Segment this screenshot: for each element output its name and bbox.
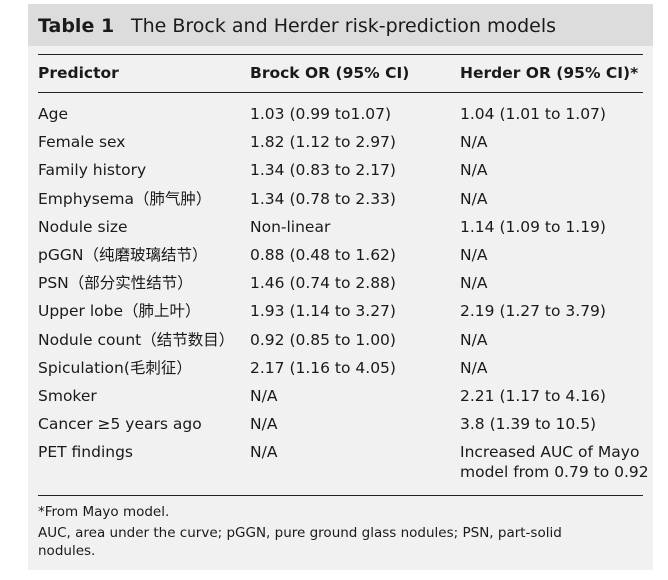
top-rule — [38, 54, 643, 55]
predictor-cell: Cancer ≥5 years ago — [38, 415, 202, 434]
brock-cell: 1.34 (0.78 to 2.33) — [250, 189, 396, 208]
brock-cell: N/A — [250, 387, 278, 405]
predictor-cell: Emphysema（肺气肿） — [38, 189, 212, 208]
brock-cell: Non-linear — [250, 217, 331, 236]
brock-cell: 0.92 (0.85 to 1.00) — [250, 330, 396, 349]
predictor-cell: Age — [38, 105, 68, 123]
herder-cell: N/A — [460, 330, 488, 349]
predictor-cell: PSN（部分实性结节） — [38, 274, 193, 293]
footnote-abbrev-cont: nodules. — [38, 543, 96, 559]
brock-cell: 1.82 (1.12 to 2.97) — [250, 133, 396, 152]
predictor-cell: Nodule size — [38, 217, 128, 236]
header-rule — [38, 92, 643, 93]
header-brock: Brock OR (95% CI) — [250, 64, 410, 82]
herder-cell: 2.21 (1.17 to 4.16) — [460, 387, 606, 405]
herder-cell: N/A — [460, 189, 488, 208]
predictor-cell: Smoker — [38, 387, 97, 405]
herder-cell: N/A — [460, 246, 488, 264]
brock-cell: 1.34 (0.83 to 2.17) — [250, 161, 396, 180]
brock-cell: 0.88 (0.48 to 1.62) — [250, 246, 396, 264]
table-title: The Brock and Herder risk-prediction mod… — [131, 15, 557, 37]
brock-cell: 1.93 (1.14 to 3.27) — [250, 302, 396, 321]
herder-cell: 1.14 (1.09 to 1.19) — [460, 217, 606, 236]
herder-cell: N/A — [460, 274, 488, 293]
herder-cell: N/A — [460, 161, 488, 180]
predictor-cell: Female sex — [38, 133, 126, 152]
brock-cell: N/A — [250, 443, 278, 462]
brock-cell: N/A — [250, 415, 278, 434]
table-title-bar: Table 1 The Brock and Herder risk-predic… — [28, 4, 653, 46]
predictor-cell: pGGN（纯磨玻璃结节） — [38, 246, 208, 264]
footnote-mayo: *From Mayo model. — [38, 504, 170, 520]
herder-cell: N/A — [460, 133, 488, 152]
table-label: Table 1 — [38, 15, 115, 37]
predictor-cell: Spiculation(毛刺征） — [38, 358, 192, 377]
predictor-cell: PET findings — [38, 443, 134, 462]
herder-cell: N/A — [460, 358, 488, 377]
footnote-abbrev: AUC, area under the curve; pGGN, pure gr… — [38, 525, 562, 541]
predictor-cell: Upper lobe（肺上叶） — [38, 302, 201, 321]
brock-cell: 2.17 (1.16 to 4.05) — [250, 358, 396, 377]
herder-cell: Increased AUC of Mayo model from 0.79 to… — [460, 443, 649, 482]
header-predictor: Predictor — [38, 64, 119, 82]
bottom-rule — [38, 495, 643, 496]
herder-cell: 1.04 (1.01 to 1.07) — [460, 105, 606, 123]
table-card: Table 1 The Brock and Herder risk-predic… — [28, 4, 653, 570]
herder-cell: 2.19 (1.27 to 3.79) — [460, 302, 606, 321]
herder-cell: 3.8 (1.39 to 10.5) — [460, 415, 597, 434]
brock-cell: 1.46 (0.74 to 2.88) — [250, 274, 396, 293]
predictor-cell: Family history — [38, 161, 147, 180]
predictor-cell: Nodule count（结节数目） — [38, 330, 235, 349]
header-herder: Herder OR (95% CI)* — [460, 64, 639, 82]
brock-cell: 1.03 (0.99 to1.07) — [250, 105, 392, 123]
